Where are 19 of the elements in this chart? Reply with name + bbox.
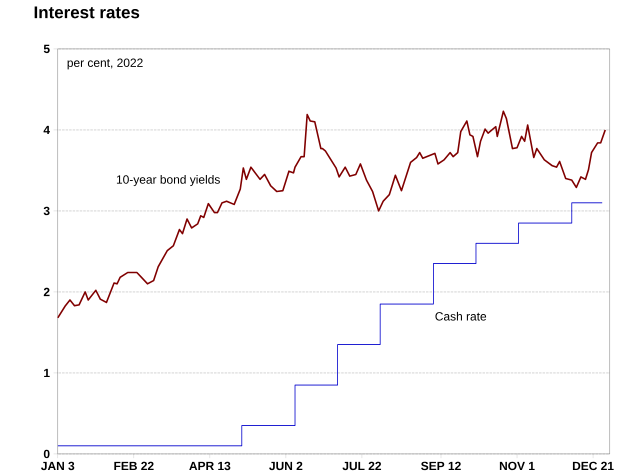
y-tick-label: 1: [44, 368, 50, 378]
x-tick-label: DEC 21: [572, 462, 614, 470]
y-tick-label: 4: [44, 126, 50, 134]
y-tick-label: 3: [44, 206, 50, 216]
x-tick-label: SEP 12: [421, 462, 461, 470]
x-tick-label: NOV 1: [500, 462, 535, 470]
series-label: 10-year bond yields: [116, 174, 220, 186]
x-tick-label: JUN 2: [269, 462, 302, 470]
x-tick-label: JAN 3: [41, 462, 74, 470]
x-tick-label: FEB 22: [114, 462, 154, 470]
chart-title: Interest rates: [34, 6, 140, 18]
y-tick-label: 0: [44, 450, 50, 458]
y-tick-label: 5: [44, 44, 50, 54]
y-tick-label: 2: [44, 288, 50, 296]
line-series: [56, 110, 606, 319]
x-tick-label: JUL 22: [342, 462, 382, 470]
x-tick-label: APR 13: [189, 462, 230, 470]
annotation: per cent, 2022: [68, 58, 143, 70]
series-label: Cash rate: [435, 312, 486, 321]
